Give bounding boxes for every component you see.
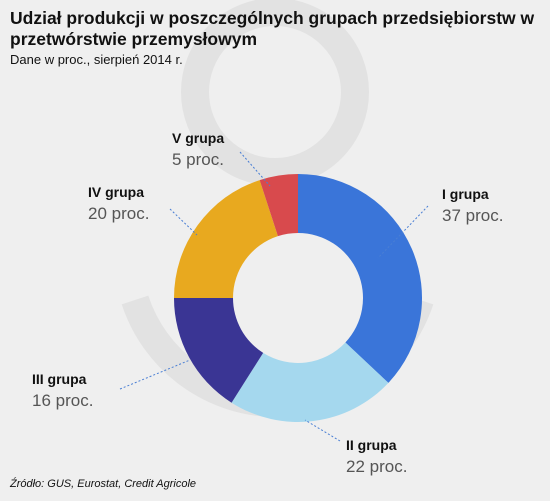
source-note: Źródło: GUS, Eurostat, Credit Agricole xyxy=(10,478,197,490)
slice-label-5: V grupa xyxy=(172,130,224,146)
slice-value-1: 37 proc. xyxy=(442,206,503,225)
slice-3 xyxy=(174,298,264,403)
leader-line-4 xyxy=(169,208,198,236)
slice-label-4: IV grupa xyxy=(88,184,144,200)
leader-line-1 xyxy=(377,205,429,259)
slice-label-1: I grupa xyxy=(442,186,489,202)
slice-label-3: III grupa xyxy=(32,371,87,387)
slice-value-2: 22 proc. xyxy=(346,457,407,476)
slice-1 xyxy=(298,174,423,383)
donut-slices xyxy=(174,174,423,422)
slice-value-3: 16 proc. xyxy=(32,391,93,410)
leader-line-3 xyxy=(119,359,191,390)
leader-line-2 xyxy=(304,419,341,442)
slice-2 xyxy=(231,342,389,422)
slice-5 xyxy=(259,174,298,237)
slice-value-4: 20 proc. xyxy=(88,204,149,223)
slice-value-5: 5 proc. xyxy=(172,150,224,169)
label-leader-lines xyxy=(119,151,429,442)
slice-4 xyxy=(174,180,278,298)
slice-label-2: II grupa xyxy=(346,437,397,453)
slice-labels: I grupa 37 proc. II grupa 22 proc. III grupa… xyxy=(32,130,503,476)
leader-line-5 xyxy=(239,151,271,187)
chart-title: Udział produkcji w poszczególnych grupac… xyxy=(10,8,535,49)
chart-subtitle: Dane w proc., sierpień 2014 r. xyxy=(10,52,183,67)
